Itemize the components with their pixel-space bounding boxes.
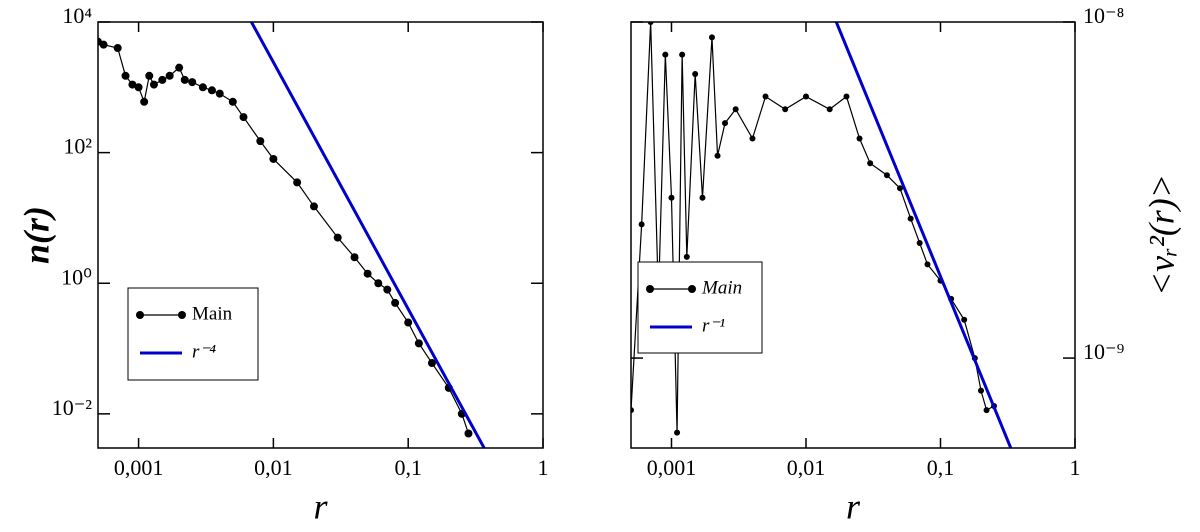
point: [826, 106, 833, 113]
point: [134, 83, 143, 92]
point: [683, 253, 690, 260]
point: [165, 71, 174, 80]
point: [363, 269, 372, 278]
point: [762, 93, 769, 100]
y-tick-label: 10⁻⁹: [1083, 339, 1125, 364]
point: [383, 285, 392, 294]
point: [414, 339, 423, 348]
legend-label: r⁻¹: [702, 315, 725, 336]
point: [638, 221, 645, 228]
point: [404, 318, 413, 327]
point: [749, 135, 756, 142]
point: [391, 298, 400, 307]
point: [961, 316, 968, 323]
point: [983, 407, 990, 414]
series-line: [631, 22, 995, 433]
point: [856, 135, 863, 142]
legend-marker: [136, 311, 144, 319]
x-tick-label: 0,001: [114, 455, 164, 480]
legend-box: [637, 261, 763, 354]
point: [128, 80, 137, 89]
point: [350, 253, 359, 262]
y-axis-label: n(r): [16, 206, 56, 264]
x-tick-label: 0,1: [394, 455, 422, 480]
point: [333, 233, 342, 242]
point: [269, 154, 278, 163]
plot-frame: [97, 21, 544, 449]
legend-marker: [178, 311, 186, 319]
legend-label: r⁻⁴: [192, 341, 216, 362]
x-tick-label: 1: [1070, 455, 1081, 480]
plot-area: [98, 22, 486, 448]
plot-frame: [630, 21, 1076, 449]
point: [867, 160, 874, 167]
point: [708, 34, 715, 41]
point: [309, 202, 318, 211]
x-tick-label: 0,1: [927, 455, 955, 480]
point: [149, 80, 158, 89]
point: [121, 71, 130, 80]
point: [782, 106, 789, 113]
point: [99, 40, 108, 49]
point: [188, 78, 197, 87]
point: [215, 89, 224, 98]
y-axis-label: <vᵣ²(r)>: [1141, 174, 1181, 296]
point: [175, 63, 184, 72]
point: [374, 279, 383, 288]
legend-marker: [688, 285, 696, 293]
point: [692, 71, 699, 78]
point: [924, 261, 931, 268]
x-axis-label: r: [846, 486, 861, 526]
y-tick-label: 10⁰: [61, 264, 92, 289]
point: [907, 215, 914, 222]
point: [256, 137, 265, 146]
point: [239, 113, 248, 122]
point: [145, 71, 154, 80]
y-tick-label: 10⁻⁸: [1083, 3, 1124, 28]
legend-marker: [646, 285, 654, 293]
point: [802, 93, 809, 100]
series-line: [250, 22, 486, 448]
x-tick-label: 1: [538, 455, 549, 480]
legend-box: [127, 287, 259, 381]
x-axis-label: r: [313, 486, 328, 526]
point: [679, 51, 686, 58]
point: [674, 429, 681, 436]
series-line: [834, 22, 1013, 448]
point: [207, 86, 216, 95]
point: [198, 83, 207, 92]
point: [668, 194, 675, 201]
point: [883, 172, 890, 179]
plot-area: [631, 22, 1013, 448]
x-tick-label: 0,01: [254, 455, 293, 480]
point: [897, 185, 904, 192]
point: [140, 97, 149, 106]
point: [662, 51, 669, 58]
point: [714, 152, 721, 159]
point: [228, 97, 237, 106]
point: [843, 93, 850, 100]
point: [732, 106, 739, 113]
x-tick-label: 0,001: [647, 455, 697, 480]
point: [722, 120, 729, 127]
point: [158, 75, 167, 84]
y-tick-label: 10²: [63, 134, 92, 159]
point: [113, 43, 122, 52]
legend-label: Main: [192, 303, 233, 324]
point: [977, 387, 984, 394]
point: [180, 75, 189, 84]
point: [464, 429, 473, 438]
point: [699, 194, 706, 201]
y-tick-label: 10⁴: [62, 3, 92, 28]
legend-label: Main: [701, 277, 742, 298]
point: [427, 359, 436, 368]
y-tick-label: 10⁻²: [52, 395, 93, 420]
point: [293, 178, 302, 187]
x-tick-label: 0,01: [787, 455, 826, 480]
point: [916, 239, 923, 246]
